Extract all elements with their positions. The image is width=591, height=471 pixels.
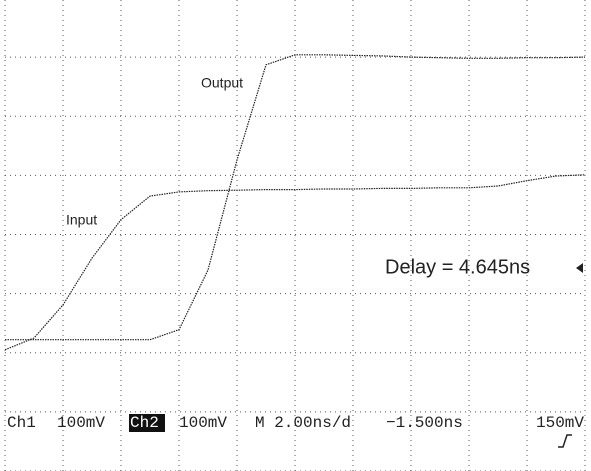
grid (4, 0, 586, 471)
series-label: Output (201, 75, 243, 91)
traces (4, 54, 586, 351)
status-text: 100mV (179, 414, 227, 432)
trace (5, 54, 586, 341)
status-text: 150mV (536, 414, 584, 432)
trigger-icon (558, 434, 572, 448)
status-text: Ch2 (130, 414, 159, 432)
status-text: Ch1 (7, 414, 36, 432)
channel-highlight (129, 414, 165, 432)
series-label: Input (66, 212, 97, 228)
trace (4, 174, 586, 351)
cursor-arrow (576, 263, 583, 273)
status-text: 100mV (57, 414, 105, 432)
status-text: −1.500ns (386, 414, 463, 432)
annotation: Delay = 4.645ns (385, 256, 530, 278)
status-text: M 2.00ns/d (255, 414, 351, 432)
